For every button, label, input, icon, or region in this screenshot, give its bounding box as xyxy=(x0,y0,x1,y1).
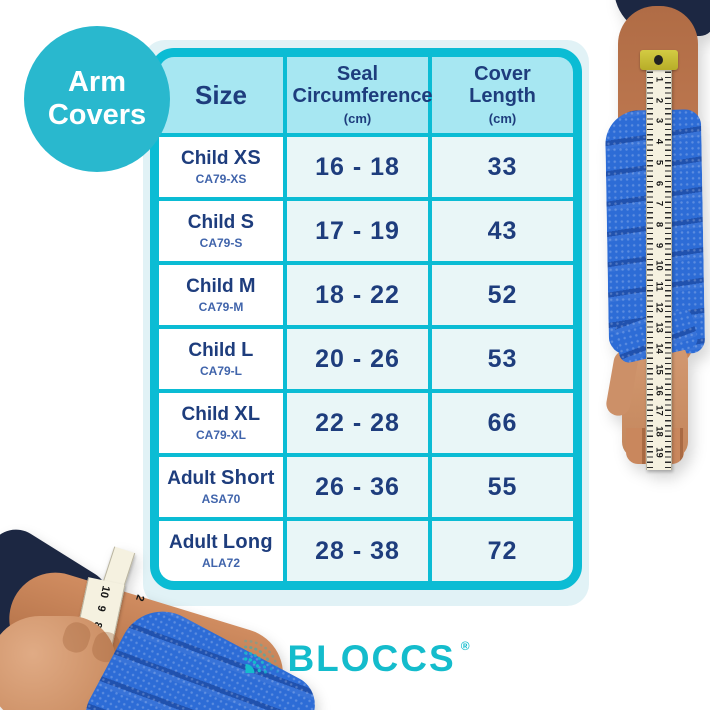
seal-circumference-cell: 28 - 38 xyxy=(287,521,428,581)
size-variant-text: M xyxy=(238,275,256,297)
tape-number: 10 xyxy=(97,584,112,600)
tape-number: 9 xyxy=(94,604,108,613)
seal-circumference-cell: 18 - 22 xyxy=(287,265,428,325)
seal-circumference-cell: 17 - 19 xyxy=(287,201,428,261)
header-seal-circumference: Seal Circumference (cm) xyxy=(287,57,433,133)
size-name-text: Child xyxy=(187,212,241,233)
size-name-text: Child xyxy=(181,404,235,425)
size-cell: Child M CA79-M xyxy=(159,265,283,325)
cover-length-cell: 43 xyxy=(432,201,573,261)
size-cell: Child S CA79-S xyxy=(159,201,283,261)
size-variant-text: XS xyxy=(233,147,262,169)
bloccs-logo-icon xyxy=(243,639,279,675)
size-name-text: Child xyxy=(186,276,239,297)
cover-length-cell: 55 xyxy=(432,457,573,517)
size-name-text: Adult xyxy=(169,532,223,553)
cover-length-cell: 53 xyxy=(432,329,573,389)
size-label: Adult Long xyxy=(169,532,273,553)
tape-number: 19 xyxy=(653,446,665,458)
size-code: ASA70 xyxy=(201,492,241,506)
header-cover-length: Cover Length (cm) xyxy=(432,57,573,133)
size-variant-text: XL xyxy=(234,403,261,425)
cover-length-cell: 72 xyxy=(432,521,573,581)
badge-line-2: Covers xyxy=(47,99,147,131)
size-cell: Child L CA79-L xyxy=(159,329,283,389)
seal-circumference-cell: 20 - 26 xyxy=(287,329,428,389)
header-size-label: Size xyxy=(194,79,248,110)
arm-length-photo: 1 2 3 4 5 6 7 8 9 10 11 12 13 14 15 16 17 18 19 xyxy=(588,0,710,478)
header-cover-unit: (cm) xyxy=(488,110,517,126)
cover-length-cell: 33 xyxy=(432,137,573,197)
cover-length-cell: 66 xyxy=(432,393,573,453)
size-label: Child M xyxy=(186,276,256,297)
bloccs-logo: BLOCCS ® xyxy=(238,638,471,680)
size-label: Child L xyxy=(188,340,253,361)
seal-circumference-cell: 26 - 36 xyxy=(287,457,428,517)
size-code: CA79-XS xyxy=(195,172,247,186)
seal-circumference-cell: 22 - 28 xyxy=(287,393,428,453)
size-code: CA79-L xyxy=(199,364,242,378)
header-size: Size xyxy=(159,57,283,133)
bloccs-logo-text: BLOCCS xyxy=(287,638,456,679)
size-code: CA79-S xyxy=(199,236,243,250)
size-cell: Adult Short ASA70 xyxy=(159,457,283,517)
size-chart-table: Size Seal Circumference (cm) Cover Lengt… xyxy=(150,48,582,590)
cover-length-cell: 52 xyxy=(432,265,573,325)
measuring-tape-vertical: 1 2 3 4 5 6 7 8 9 10 11 12 13 14 15 16 17 18 19 xyxy=(646,56,672,470)
seal-measuring-photo: 2 1098 xyxy=(0,519,335,710)
size-variant-text: Long xyxy=(222,531,273,553)
size-cell: Child XL CA79-XL xyxy=(159,393,283,453)
size-label: Adult Short xyxy=(167,468,275,489)
arm-covers-badge: Arm Covers xyxy=(24,26,170,172)
seal-circumference-cell: 16 - 18 xyxy=(287,137,428,197)
header-cover-label: Cover Length xyxy=(469,63,536,107)
size-label: Child S xyxy=(188,212,254,233)
size-label: Child XS xyxy=(181,148,261,169)
size-label: Child XL xyxy=(182,404,261,425)
size-variant-text: L xyxy=(241,339,254,361)
size-code: CA79-XL xyxy=(195,428,246,442)
size-code: CA79-M xyxy=(198,300,244,314)
header-seal-label: Seal Circumference xyxy=(292,63,433,107)
size-code: ALA72 xyxy=(201,556,240,570)
tape-end-tab xyxy=(640,50,678,70)
registered-trademark: ® xyxy=(460,639,470,653)
header-seal-unit: (cm) xyxy=(343,110,372,126)
size-cell: Child XS CA79-XS xyxy=(159,137,283,197)
size-cell: Adult Long ALA72 xyxy=(159,521,283,581)
size-name-text: Adult xyxy=(167,468,222,489)
size-name-text: Child xyxy=(188,340,242,361)
badge-line-1: Arm xyxy=(67,65,126,98)
size-variant-text: Short xyxy=(221,467,275,489)
size-variant-text: S xyxy=(240,211,255,233)
size-name-text: Child xyxy=(180,148,234,169)
